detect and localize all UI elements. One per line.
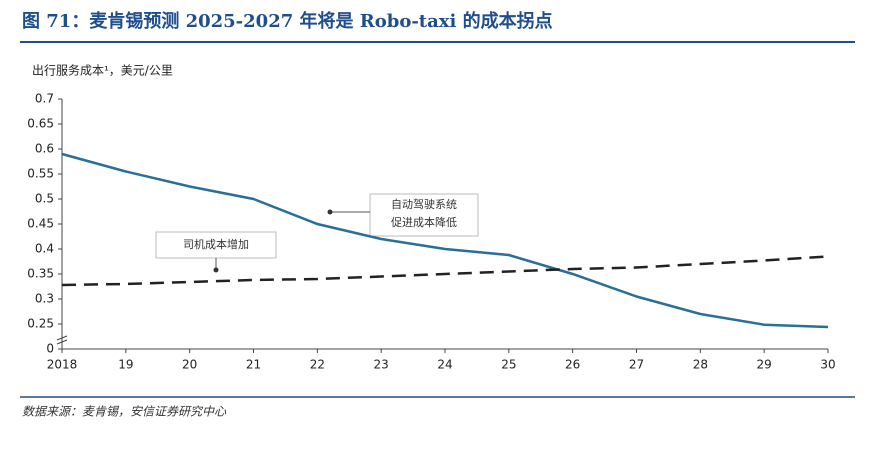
annotation: 促进成本降低 bbox=[391, 215, 457, 229]
x-tick-label: 26 bbox=[565, 358, 580, 372]
y-tick-label: 0.35 bbox=[27, 267, 54, 281]
y-axis-label: 出行服务成本¹，美元/公里 bbox=[32, 63, 173, 78]
axis-break bbox=[56, 335, 68, 345]
series-line bbox=[61, 152, 829, 329]
y-tick-label: 0.6 bbox=[35, 142, 54, 156]
y-tick-label: 0 bbox=[46, 342, 54, 356]
annotation-box bbox=[369, 193, 479, 237]
x-tick-label: 23 bbox=[374, 358, 389, 372]
y-tick-label: 0.4 bbox=[35, 242, 54, 256]
x-tick-label: 28 bbox=[693, 358, 708, 372]
y-tick-label: 0.55 bbox=[27, 167, 54, 181]
source: 数据来源：麦肯锡，安信证券研究中心 bbox=[22, 405, 227, 419]
y-tick-label: 0.25 bbox=[27, 317, 54, 331]
y-tick-label: 0.5 bbox=[35, 192, 54, 206]
x-tick-label: 27 bbox=[629, 358, 644, 372]
x-tick-label: 19 bbox=[118, 358, 133, 372]
annotation: 司机成本增加 bbox=[183, 237, 249, 251]
annotation-dot bbox=[327, 209, 333, 215]
annotation: 自动驾驶系统 bbox=[391, 197, 457, 211]
x-tick-label: 29 bbox=[757, 358, 772, 372]
x-tick-label: 22 bbox=[310, 358, 325, 372]
y-tick-label: 0.65 bbox=[27, 117, 54, 131]
annotation-dot bbox=[213, 267, 219, 273]
x-tick-label: 2018 bbox=[47, 358, 78, 372]
y-tick-label: 0.3 bbox=[35, 292, 54, 306]
y-tick-label: 0.7 bbox=[35, 92, 54, 106]
x-tick-label: 30 bbox=[820, 358, 835, 372]
annotation-box bbox=[155, 231, 277, 259]
x-tick-label: 21 bbox=[246, 358, 261, 372]
x-tick-label: 25 bbox=[501, 358, 516, 372]
y-tick-label: 0.45 bbox=[27, 217, 54, 231]
series-line bbox=[61, 255, 829, 287]
chart-title: 图 71：麦肯锡预测 2025-2027 年将是 Robo-taxi 的成本拐点 bbox=[22, 10, 553, 32]
x-tick-label: 24 bbox=[437, 358, 452, 372]
x-tick-label: 20 bbox=[182, 358, 197, 372]
